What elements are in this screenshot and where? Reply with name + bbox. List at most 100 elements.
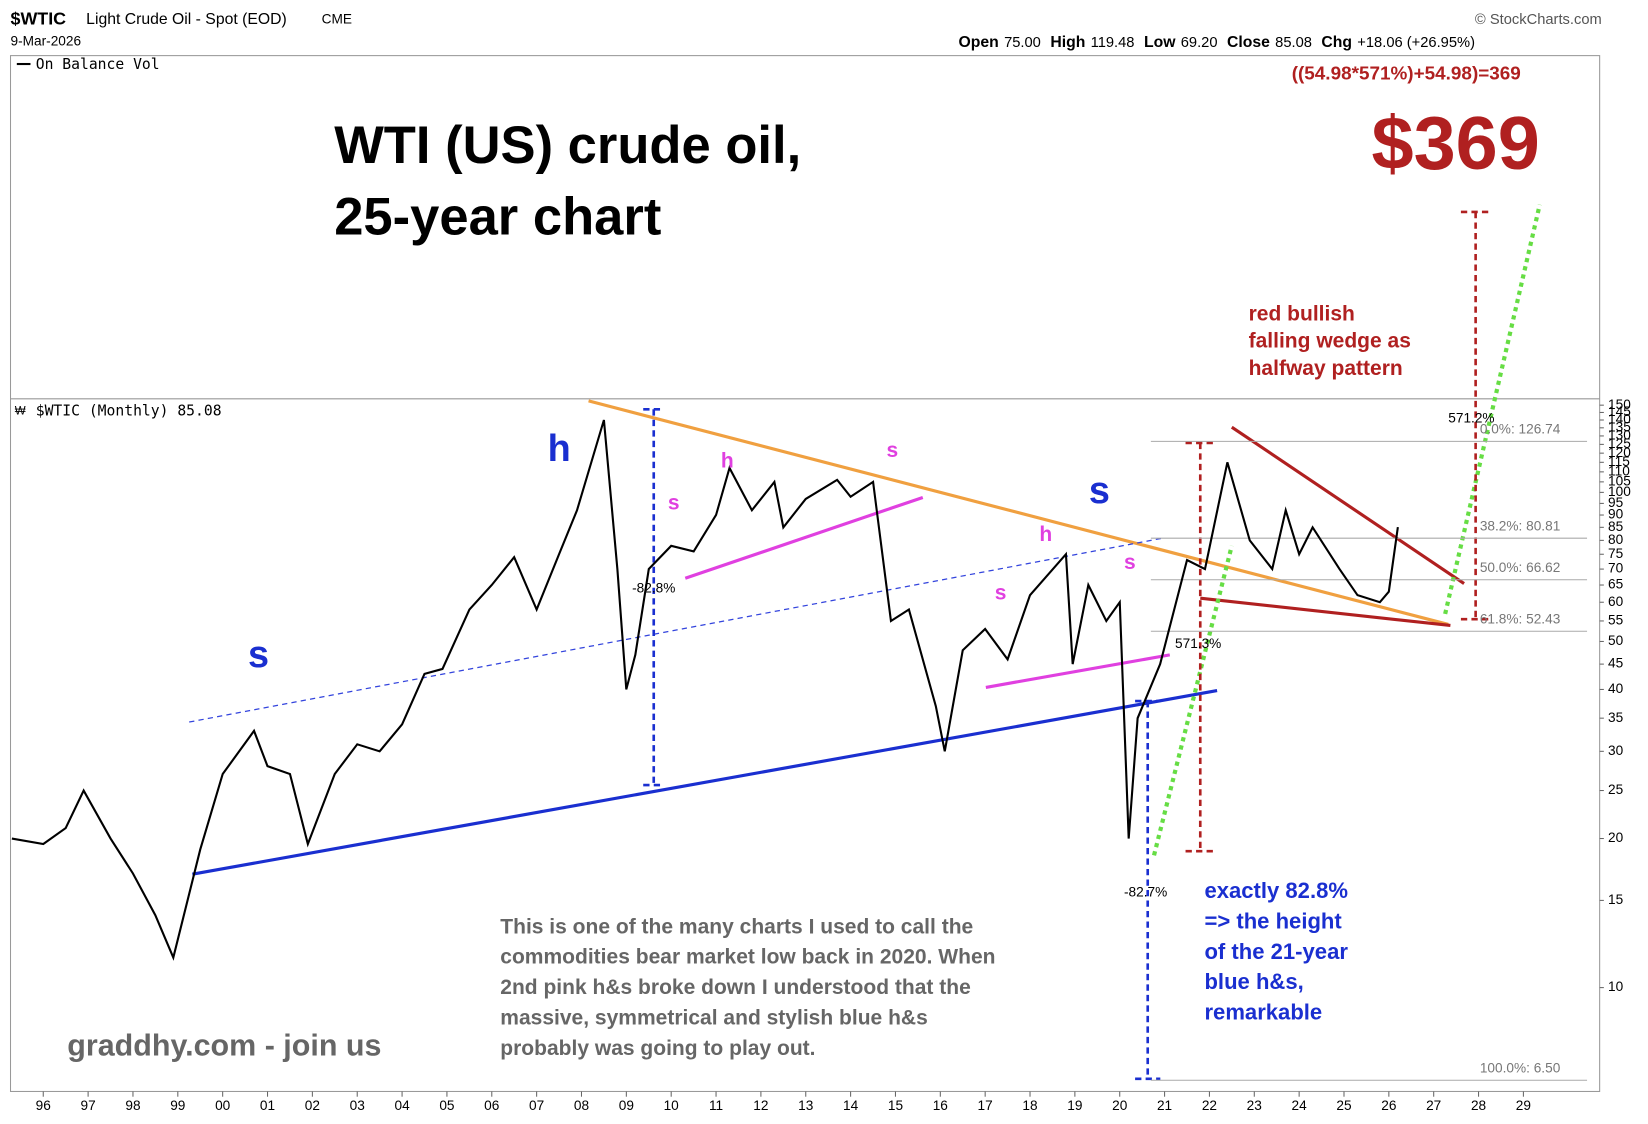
fib-label: 100.0%: 6.50 [1480,1060,1561,1075]
y-tick-label: 120 [1608,445,1631,460]
measure-line [643,407,665,787]
x-tick-label: 01 [260,1098,275,1113]
wedge-line [1230,425,1465,585]
fib-label: 61.8%: 52.43 [1480,611,1560,626]
y-tick-label: 110 [1608,463,1630,478]
x-tick-label: 11 [709,1098,723,1113]
x-tick-label: 25 [1336,1098,1352,1113]
y-tick-label: 65 [1608,577,1624,592]
x-tick-label: 06 [484,1098,499,1113]
pink-neckline [684,495,924,580]
y-tick-label: 130 [1608,428,1631,443]
annotation: probably was going to play out. [500,1037,815,1060]
x-tick-label: 98 [125,1098,140,1113]
annotation: s [668,491,680,514]
measure-line [1135,699,1161,1081]
annotation: halfway pattern [1249,357,1403,380]
date: 9-Mar-2026 [11,34,82,49]
x-tick-label: 23 [1247,1098,1262,1113]
orange-trendline [588,399,1449,626]
ohlc-label: Low [1144,34,1176,51]
y-tick-label: 30 [1608,743,1624,758]
x-tick-label: 19 [1067,1098,1082,1113]
y-tick-label: 145 [1608,404,1631,419]
pink-neckline [985,653,1171,689]
y-tick-label: 100 [1608,484,1631,499]
annotation: 571.2% [1448,410,1494,425]
y-tick-label: 150 [1608,397,1631,412]
y-tick-label: 125 [1608,436,1631,451]
annotation: remarkable [1204,1000,1322,1025]
annotation: exactly 82.8% [1204,878,1348,903]
x-tick-label: 21 [1157,1098,1172,1113]
x-tick-label: 20 [1112,1098,1128,1113]
annotation: graddhy.com - join us [67,1028,381,1062]
y-tick-label: 115 [1608,454,1630,469]
x-tick-label: 12 [753,1098,768,1113]
y-tick-label: 55 [1608,613,1624,628]
y-tick-label: 85 [1608,519,1624,534]
x-tick-label: 26 [1381,1098,1396,1113]
x-tick-label: 00 [215,1098,231,1113]
annotation: s [886,439,898,462]
x-tick-label: 02 [305,1098,320,1113]
measure-line [1185,441,1215,853]
x-tick-label: 18 [1022,1098,1037,1113]
fib-label: 50.0%: 66.62 [1480,560,1560,575]
fib-label: 0.0%: 126.74 [1480,421,1561,436]
x-tick-label: 05 [439,1098,455,1113]
x-tick-label: 15 [888,1098,904,1113]
annotation: s [1124,551,1136,574]
green-dotted-line [1151,545,1234,856]
annotation: s [1089,470,1110,512]
symbol-name: Light Crude Oil - Spot (EOD) [86,11,287,28]
y-tick-label: 90 [1608,507,1624,522]
x-tick-label: 14 [843,1098,859,1113]
annotation: 571.3% [1175,636,1221,651]
y-tick-label: 10 [1608,979,1624,994]
x-tick-label: 28 [1471,1098,1486,1113]
annotation: commodities bear market low back in 2020… [500,946,995,969]
measure-line [1460,210,1491,621]
annotation: 2nd pink h&s broke down I understood tha… [500,976,971,999]
x-tick-label: 03 [350,1098,365,1113]
annotation: massive, symmetrical and stylish blue h&… [500,1007,928,1030]
x-tick-label: 29 [1516,1098,1531,1113]
y-tick-label: 80 [1608,532,1624,547]
y-tick-label: 75 [1608,546,1624,561]
ohlc-label: Close [1227,34,1270,51]
ohlc-label: High [1050,34,1085,51]
y-tick-label: 95 [1608,495,1624,510]
annotation: s [995,582,1007,605]
annotation: -82.7% [1124,885,1167,900]
annotation: falling wedge as [1249,330,1411,353]
x-tick-label: 10 [664,1098,680,1113]
fib-label: 38.2%: 80.81 [1480,518,1560,533]
y-tick-label: 60 [1608,594,1624,609]
y-tick-label: 25 [1608,782,1624,797]
x-tick-label: 09 [619,1098,634,1113]
ohlc-value: 69.20 [1181,35,1218,51]
annotation: => the height [1204,908,1342,933]
y-tick-label: 135 [1608,419,1631,434]
annotation: -82.8% [632,580,675,595]
annotation: $369 [1372,102,1540,186]
wedge-line [1200,596,1451,628]
chart-title: 25-year chart [334,187,661,246]
x-tick-label: 97 [81,1098,96,1113]
annotation: h [1039,523,1052,546]
blue-dashed-line [189,537,1162,723]
y-tick-label: 105 [1608,473,1631,488]
x-tick-label: 27 [1426,1098,1441,1113]
annotation: ((54.98*571%)+54.98)=369 [1292,64,1521,85]
green-dotted-line [1443,204,1542,615]
y-tick-label: 45 [1608,656,1624,671]
source: © StockCharts.com [1475,12,1602,28]
symbol: $WTIC [11,9,67,29]
x-tick-label: 22 [1202,1098,1217,1113]
annotation: s [248,634,269,676]
y-tick-label: 140 [1608,412,1631,427]
annotation: This is one of the many charts I used to… [500,915,973,938]
indicator-legend: On Balance Vol [36,56,160,73]
